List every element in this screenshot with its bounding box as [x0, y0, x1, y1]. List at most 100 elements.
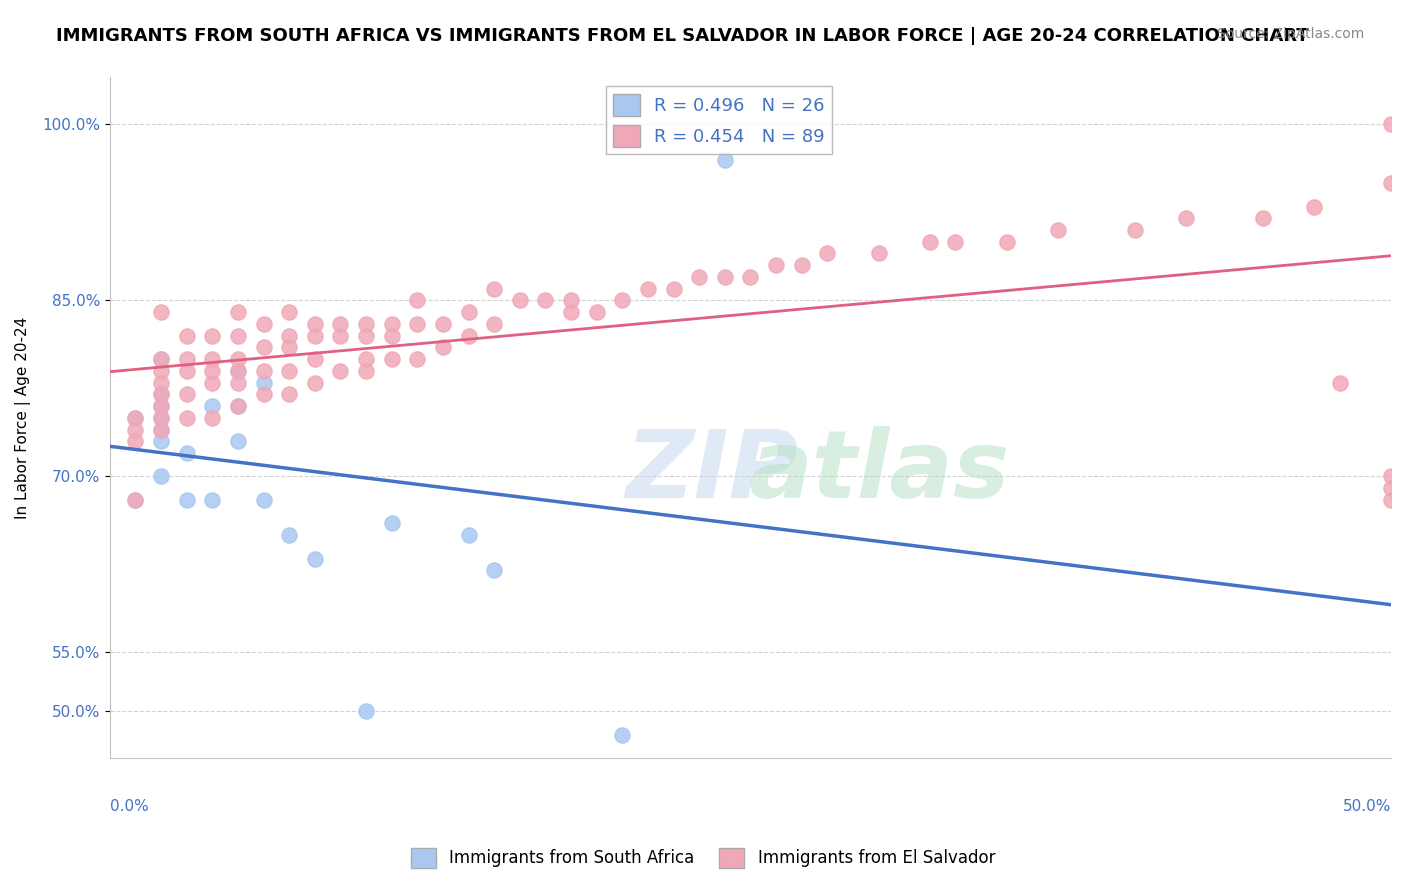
Point [176, 410, 198, 425]
Point [1329, 376, 1351, 390]
Text: 50.0%: 50.0% [1343, 799, 1391, 814]
Point [329, 364, 352, 378]
Point [124, 492, 146, 507]
Point [354, 317, 377, 331]
Point [150, 410, 173, 425]
Point [150, 399, 173, 413]
Point [124, 423, 146, 437]
Point [304, 352, 326, 367]
Point [150, 376, 173, 390]
Point [226, 352, 249, 367]
Point [278, 340, 301, 354]
Point [688, 269, 710, 284]
Point [381, 352, 404, 367]
Point [252, 340, 274, 354]
Point [150, 434, 173, 449]
Point [354, 328, 377, 343]
Point [482, 317, 505, 331]
Point [278, 328, 301, 343]
Point [176, 387, 198, 401]
Point [201, 376, 224, 390]
Point [740, 269, 762, 284]
Point [150, 352, 173, 367]
Point [201, 352, 224, 367]
Point [150, 410, 173, 425]
Point [176, 364, 198, 378]
Point [150, 305, 173, 319]
Point [918, 235, 941, 249]
Text: 0.0%: 0.0% [110, 799, 149, 814]
Text: IMMIGRANTS FROM SOUTH AFRICA VS IMMIGRANTS FROM EL SALVADOR IN LABOR FORCE | AGE: IMMIGRANTS FROM SOUTH AFRICA VS IMMIGRAN… [56, 27, 1309, 45]
Point [714, 153, 737, 167]
Point [201, 328, 224, 343]
Point [201, 364, 224, 378]
Point [124, 492, 146, 507]
Point [150, 387, 173, 401]
Point [252, 492, 274, 507]
Point [226, 328, 249, 343]
Point [201, 399, 224, 413]
Point [252, 376, 274, 390]
Y-axis label: In Labor Force | Age 20-24: In Labor Force | Age 20-24 [15, 317, 31, 519]
Point [304, 328, 326, 343]
Point [354, 352, 377, 367]
Point [201, 410, 224, 425]
Point [176, 328, 198, 343]
Point [765, 258, 787, 272]
Point [945, 235, 967, 249]
Point [637, 282, 659, 296]
Point [278, 528, 301, 542]
Point [226, 364, 249, 378]
Text: Source: ZipAtlas.com: Source: ZipAtlas.com [1216, 27, 1364, 41]
Point [201, 492, 224, 507]
Point [457, 328, 479, 343]
Point [1379, 492, 1402, 507]
Point [354, 364, 377, 378]
Point [381, 516, 404, 531]
Point [252, 387, 274, 401]
Point [1251, 211, 1274, 226]
Point [278, 305, 301, 319]
Point [150, 423, 173, 437]
Point [226, 434, 249, 449]
Point [534, 293, 557, 308]
Point [226, 376, 249, 390]
Point [124, 410, 146, 425]
Point [482, 563, 505, 577]
Point [150, 387, 173, 401]
Point [124, 410, 146, 425]
Point [995, 235, 1018, 249]
Point [612, 293, 634, 308]
Point [304, 317, 326, 331]
Point [457, 528, 479, 542]
Point [150, 352, 173, 367]
Point [381, 317, 404, 331]
Point [1046, 223, 1069, 237]
Point [612, 728, 634, 742]
Point [329, 317, 352, 331]
Point [226, 364, 249, 378]
Point [226, 305, 249, 319]
Point [226, 399, 249, 413]
Point [278, 364, 301, 378]
Point [1303, 200, 1326, 214]
Point [1379, 176, 1402, 190]
Point [1379, 481, 1402, 495]
Point [432, 317, 454, 331]
Text: ZIP: ZIP [626, 426, 799, 518]
Point [560, 293, 582, 308]
Point [304, 376, 326, 390]
Point [354, 704, 377, 718]
Point [278, 387, 301, 401]
Point [252, 317, 274, 331]
Point [714, 269, 737, 284]
Point [150, 364, 173, 378]
Point [226, 399, 249, 413]
Point [329, 328, 352, 343]
Point [150, 469, 173, 483]
Point [381, 328, 404, 343]
Point [815, 246, 838, 260]
Point [150, 399, 173, 413]
Point [176, 446, 198, 460]
Legend: Immigrants from South Africa, Immigrants from El Salvador: Immigrants from South Africa, Immigrants… [404, 841, 1002, 875]
